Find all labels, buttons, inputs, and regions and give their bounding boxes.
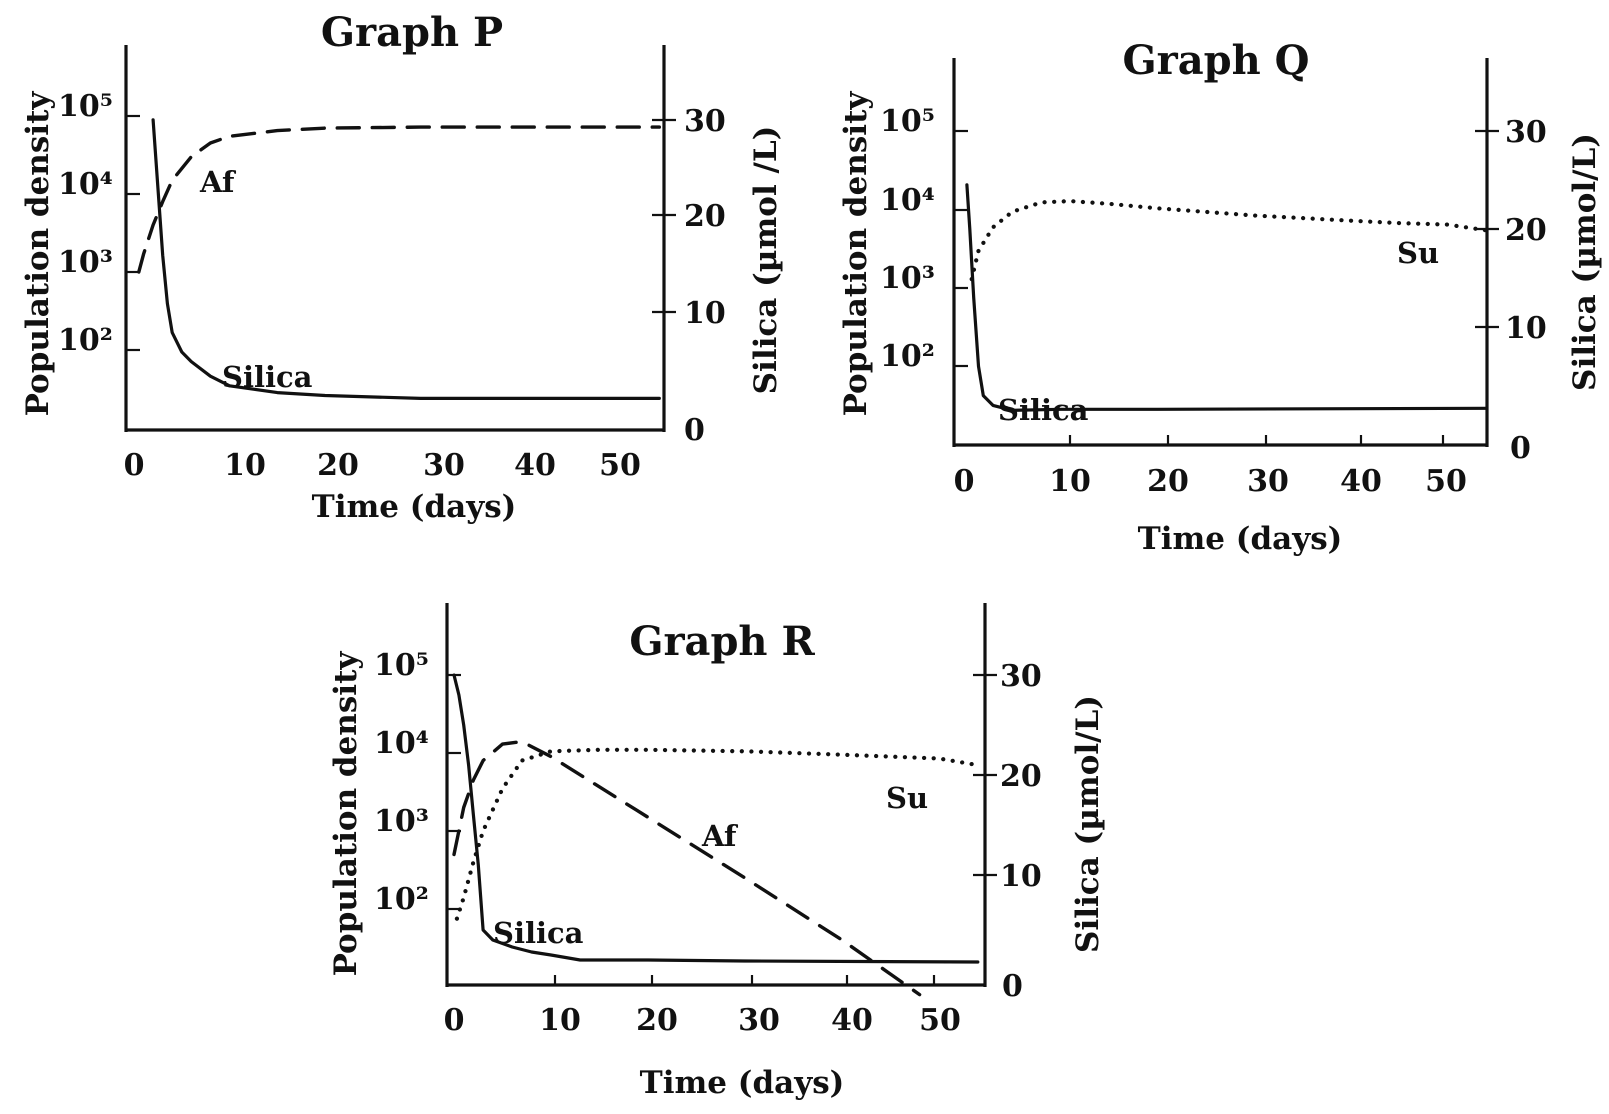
graph-r-right-tick-label: 10 xyxy=(1000,859,1042,894)
graph-p-right-tick-label: 0 xyxy=(684,413,705,448)
graph-r-left-tick-label: 10⁴ xyxy=(374,726,429,761)
graph-p-right-tick-label: 20 xyxy=(684,199,726,234)
graph-p-left-axis-title: Population density xyxy=(20,91,56,417)
graph-q-su-line xyxy=(969,199,1489,282)
graph-r-x-tick-label: 10 xyxy=(539,1003,581,1038)
graph-r-right-axis-title: Silica (µmol/L) xyxy=(1070,695,1106,953)
graph-q-x-tick-label: 10 xyxy=(1049,464,1091,499)
graph-q-right-tick-label: 10 xyxy=(1505,311,1547,346)
graph-q-silica-label: Silica xyxy=(998,393,1089,427)
graph-q-x-tick-label: 20 xyxy=(1147,464,1189,499)
graph-r-silica-label: Silica xyxy=(493,916,584,950)
graph-q-x-tick-label: 30 xyxy=(1247,464,1289,499)
graph-r-right-tick-label: 30 xyxy=(1000,659,1042,694)
graph-r-su-line xyxy=(454,747,980,921)
graph-p-left-tick-label: 10⁴ xyxy=(58,167,113,202)
graph-p-right-tick-label: 30 xyxy=(684,104,726,139)
graph-q-title: Graph Q xyxy=(1123,37,1310,84)
graph-p-af-label: Af xyxy=(199,165,237,199)
graph-r-title: Graph R xyxy=(629,618,815,665)
graph-p-x-tick-label: 0 xyxy=(124,448,145,483)
graph-q-left-axis-title: Population density xyxy=(838,91,874,417)
graph-r-x-axis-title: Time (days) xyxy=(640,1065,845,1101)
graph-r-af-label: Af xyxy=(701,819,739,853)
graph-q-x-axis-title: Time (days) xyxy=(1138,521,1343,557)
graph-p-x-tick-label: 50 xyxy=(599,448,641,483)
graph-r-x-tick-label: 40 xyxy=(831,1003,873,1038)
graph-q: Graph Q 10⁵ 10⁴ 10³ 10² 30 20 10 0 0 10 … xyxy=(838,37,1603,557)
graph-r: Graph R 10⁵ 10⁴ 10³ 10² 30 20 10 0 0 10 … xyxy=(328,603,1106,1101)
graph-q-left-tick-label: 10⁴ xyxy=(880,183,935,218)
graph-q-left-tick-label: 10³ xyxy=(880,261,935,296)
graph-q-x-tick-label: 0 xyxy=(954,464,975,499)
graph-p-silica-line xyxy=(151,118,661,400)
graph-q-silica-line xyxy=(965,183,1488,412)
graph-p-x-tick-label: 20 xyxy=(317,448,359,483)
graph-r-x-tick-label: 0 xyxy=(444,1003,465,1038)
graph-r-silica-line xyxy=(452,673,980,964)
graph-q-x-tick-label: 40 xyxy=(1340,464,1382,499)
graph-q-right-tick-label: 0 xyxy=(1510,431,1531,466)
graph-r-left-axis-title: Population density xyxy=(328,651,364,977)
graph-r-x-tick-label: 20 xyxy=(636,1003,678,1038)
graph-p-af-line xyxy=(137,125,661,274)
graph-q-x-tick-label: 50 xyxy=(1425,464,1467,499)
graph-r-su-label: Su xyxy=(886,781,928,815)
graph-p-x-axis-title: Time (days) xyxy=(312,489,517,525)
graph-p: Graph P 10⁵ 10⁴ 10³ 10² 30 20 10 0 0 10 … xyxy=(20,9,784,525)
graph-q-su-label: Su xyxy=(1397,236,1439,270)
graph-q-right-tick-label: 30 xyxy=(1505,115,1547,150)
graph-r-left-tick-label: 10⁵ xyxy=(374,648,429,683)
graph-p-x-tick-label: 30 xyxy=(423,448,465,483)
graph-q-left-tick-label: 10⁵ xyxy=(880,104,935,139)
graph-p-left-tick-label: 10² xyxy=(58,323,113,358)
graph-p-right-tick-label: 10 xyxy=(684,296,726,331)
graph-q-right-tick-label: 20 xyxy=(1505,213,1547,248)
graph-q-left-tick-label: 10² xyxy=(880,339,935,374)
graph-q-right-axis-title: Silica (µmol/L) xyxy=(1567,133,1603,391)
graph-r-left-tick-label: 10² xyxy=(374,882,429,917)
graph-p-x-tick-label: 40 xyxy=(514,448,556,483)
graph-p-silica-label: Silica xyxy=(222,360,313,394)
graph-r-left-tick-label: 10³ xyxy=(374,804,429,839)
graph-p-left-tick-label: 10⁵ xyxy=(58,89,113,124)
graph-r-x-tick-label: 50 xyxy=(919,1003,961,1038)
graph-p-left-tick-label: 10³ xyxy=(58,245,113,280)
graph-r-x-tick-label: 30 xyxy=(738,1003,780,1038)
graph-p-right-axis-title: Silica (µmol /L) xyxy=(748,126,784,395)
graph-p-title: Graph P xyxy=(321,9,503,56)
graph-r-right-tick-label: 20 xyxy=(1000,759,1042,794)
graph-r-right-tick-label: 0 xyxy=(1002,969,1023,1004)
graph-r-af-line xyxy=(452,739,922,997)
graph-p-x-tick-label: 10 xyxy=(224,448,266,483)
